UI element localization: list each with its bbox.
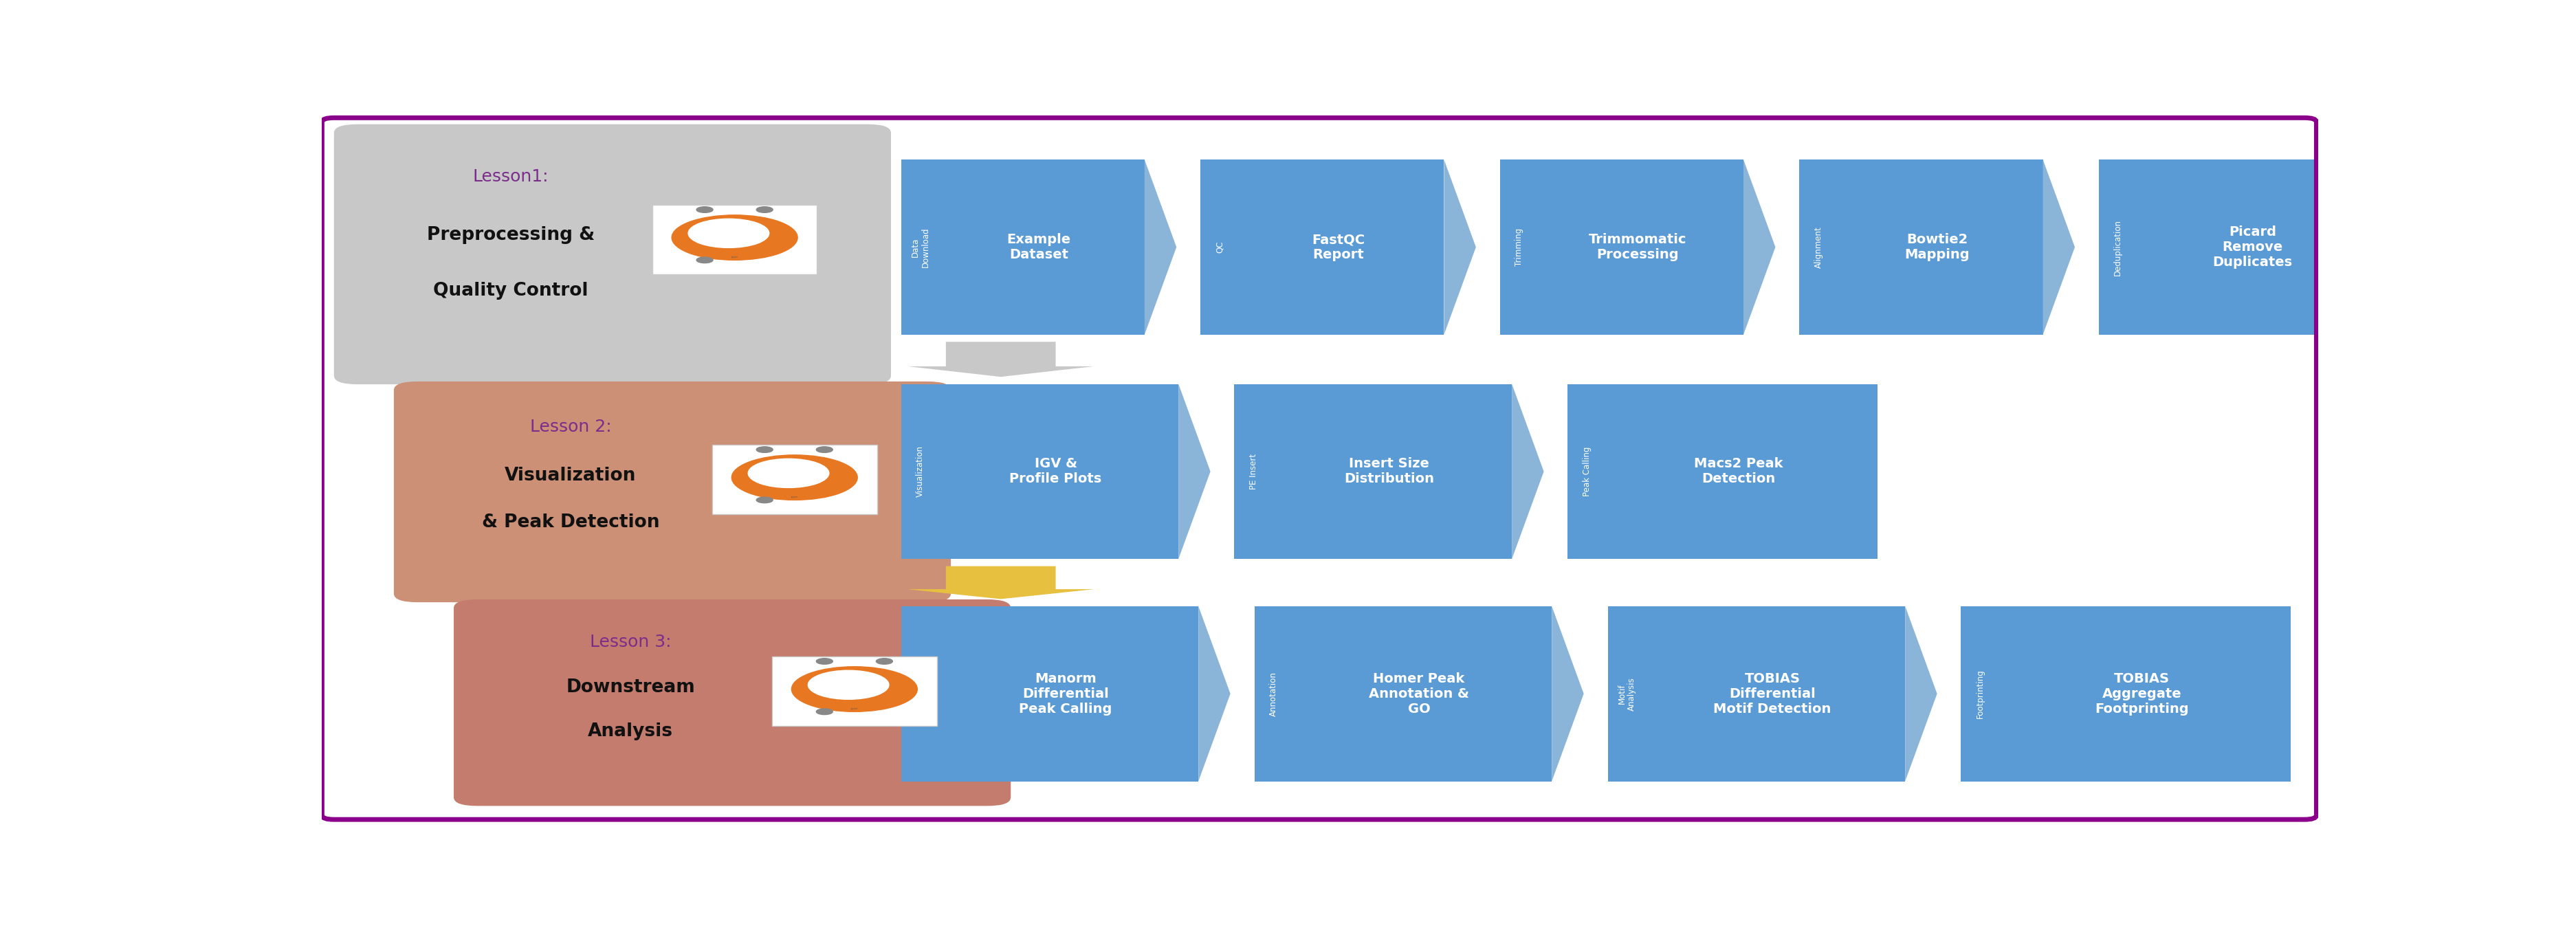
- FancyBboxPatch shape: [1200, 160, 1445, 335]
- Circle shape: [688, 219, 770, 248]
- FancyBboxPatch shape: [1607, 606, 1906, 781]
- Polygon shape: [1744, 160, 1775, 335]
- Text: Trimmomatic
Processing: Trimmomatic Processing: [1589, 233, 1687, 261]
- Text: Lesson 3:: Lesson 3:: [590, 634, 672, 651]
- Text: Peak Calling: Peak Calling: [1582, 446, 1592, 496]
- Text: Trimming: Trimming: [1515, 228, 1522, 266]
- Circle shape: [817, 446, 832, 453]
- Polygon shape: [907, 566, 1095, 599]
- Text: Data
Download: Data Download: [909, 227, 930, 267]
- Text: jupyter: jupyter: [732, 255, 739, 258]
- Text: Differential
Identification: Differential Identification: [909, 667, 930, 720]
- FancyBboxPatch shape: [711, 445, 876, 514]
- FancyBboxPatch shape: [902, 384, 1177, 559]
- Text: Manorm
Differential
Peak Calling: Manorm Differential Peak Calling: [1020, 672, 1113, 715]
- Polygon shape: [1177, 384, 1211, 559]
- Circle shape: [672, 215, 799, 260]
- Circle shape: [757, 497, 773, 503]
- Circle shape: [809, 670, 889, 700]
- FancyBboxPatch shape: [1960, 606, 2290, 781]
- FancyBboxPatch shape: [2099, 160, 2375, 335]
- Text: Insert Size
Distribution: Insert Size Distribution: [1345, 458, 1435, 485]
- Text: Visualization: Visualization: [505, 467, 636, 484]
- Circle shape: [732, 455, 858, 500]
- Circle shape: [696, 257, 714, 263]
- Text: Downstream: Downstream: [567, 678, 696, 696]
- Text: Lesson1:: Lesson1:: [471, 168, 549, 185]
- Text: jupyter: jupyter: [791, 496, 799, 498]
- Circle shape: [696, 207, 714, 213]
- Text: Deduplication: Deduplication: [2112, 219, 2123, 276]
- Circle shape: [817, 709, 832, 715]
- FancyBboxPatch shape: [1234, 384, 1512, 559]
- Text: Alignment: Alignment: [1814, 226, 1824, 268]
- Text: Quality Control: Quality Control: [433, 282, 587, 300]
- Text: Example
Dataset: Example Dataset: [1007, 233, 1072, 261]
- Text: TOBIAS
Differential
Motif Detection: TOBIAS Differential Motif Detection: [1713, 672, 1832, 715]
- FancyBboxPatch shape: [652, 205, 817, 275]
- Polygon shape: [1144, 160, 1177, 335]
- Text: Preprocessing &: Preprocessing &: [428, 226, 595, 244]
- Text: Homer Peak
Annotation &
GO: Homer Peak Annotation & GO: [1368, 672, 1468, 715]
- Text: Annotation: Annotation: [1270, 672, 1278, 716]
- Polygon shape: [1198, 606, 1231, 781]
- Circle shape: [876, 658, 894, 664]
- FancyBboxPatch shape: [453, 599, 1010, 806]
- FancyBboxPatch shape: [902, 160, 1144, 335]
- Text: PE Insert: PE Insert: [1249, 454, 1257, 489]
- Circle shape: [817, 658, 832, 664]
- Text: Visualization: Visualization: [914, 445, 925, 497]
- FancyBboxPatch shape: [1569, 384, 1878, 559]
- Text: Picard
Remove
Duplicates: Picard Remove Duplicates: [2213, 226, 2293, 269]
- Polygon shape: [1445, 160, 1476, 335]
- FancyBboxPatch shape: [902, 606, 1198, 781]
- Text: Bowtie2
Mapping: Bowtie2 Mapping: [1904, 233, 1971, 261]
- Circle shape: [747, 458, 829, 488]
- Text: Macs2 Peak
Detection: Macs2 Peak Detection: [1695, 458, 1783, 485]
- Circle shape: [791, 666, 917, 712]
- Polygon shape: [907, 342, 1095, 377]
- Text: Motif
Analysis: Motif Analysis: [1618, 677, 1636, 711]
- FancyBboxPatch shape: [773, 656, 938, 726]
- Text: TOBIAS
Aggregate
Footprinting: TOBIAS Aggregate Footprinting: [2094, 672, 2190, 715]
- Polygon shape: [1906, 606, 1937, 781]
- Text: & Peak Detection: & Peak Detection: [482, 513, 659, 532]
- Circle shape: [757, 207, 773, 213]
- Text: Lesson 2:: Lesson 2:: [531, 419, 611, 435]
- Polygon shape: [1512, 384, 1543, 559]
- Text: QC: QC: [1216, 241, 1224, 253]
- Circle shape: [757, 446, 773, 453]
- FancyBboxPatch shape: [1255, 606, 1551, 781]
- FancyBboxPatch shape: [394, 381, 951, 602]
- Polygon shape: [2043, 160, 2074, 335]
- FancyBboxPatch shape: [1798, 160, 2043, 335]
- Polygon shape: [1551, 606, 1584, 781]
- Text: jupyter: jupyter: [850, 707, 858, 710]
- FancyBboxPatch shape: [335, 124, 891, 384]
- Text: Footprinting: Footprinting: [1976, 669, 1984, 718]
- Text: FastQC
Report: FastQC Report: [1311, 233, 1365, 261]
- FancyBboxPatch shape: [1499, 160, 1744, 335]
- Text: IGV &
Profile Plots: IGV & Profile Plots: [1010, 458, 1103, 485]
- Text: Analysis: Analysis: [587, 722, 672, 740]
